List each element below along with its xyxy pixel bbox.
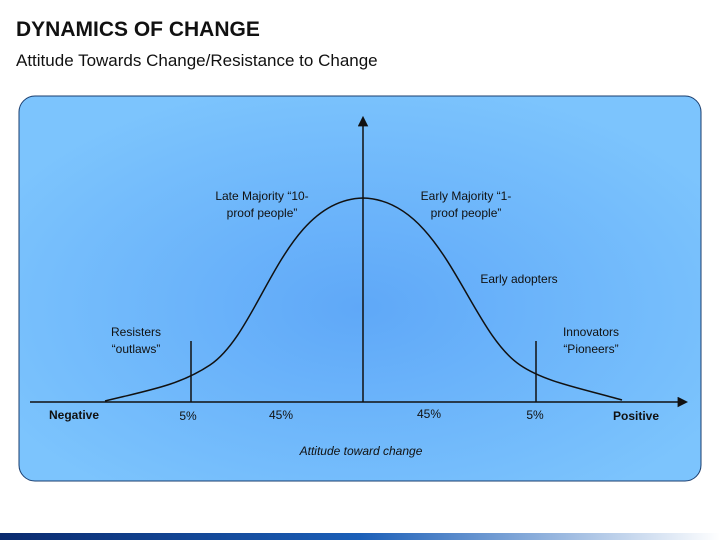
label-line: Innovators (563, 325, 619, 339)
segment-label: 5% (179, 409, 197, 423)
label: Late Majority “10- proof people” (215, 189, 308, 220)
title: DYNAMICS OF CHANGE (16, 18, 260, 41)
subtitle: Attitude Towards Change/Resistance to Ch… (16, 51, 378, 70)
label-line: “outlaws” (112, 342, 161, 356)
bell-curve (104, 197, 623, 402)
label-line: Early Majority “1- (421, 189, 512, 203)
label: Early adopters (480, 272, 557, 286)
label-line: Resisters (111, 325, 161, 339)
label-line: Late Majority “10- (215, 189, 308, 203)
label-line: proof people” (431, 206, 502, 220)
axis-end-label: Negative (49, 408, 99, 422)
label-line: Early adopters (480, 272, 557, 286)
axis-end-label: Positive (613, 409, 659, 423)
label-line: “Pioneers” (563, 342, 618, 356)
segment-label: 45% (417, 407, 441, 421)
label-line: proof people” (227, 206, 298, 220)
footer-stripe (0, 533, 720, 540)
segment-label: 45% (269, 408, 293, 422)
label: Innovators “Pioneers” (563, 325, 619, 356)
panel (18, 95, 702, 482)
label: Early Majority “1- proof people” (421, 189, 512, 220)
label: Resisters “outlaws” (111, 325, 161, 356)
axis-title: Attitude toward change (299, 444, 423, 458)
segment-label: 5% (526, 408, 544, 422)
